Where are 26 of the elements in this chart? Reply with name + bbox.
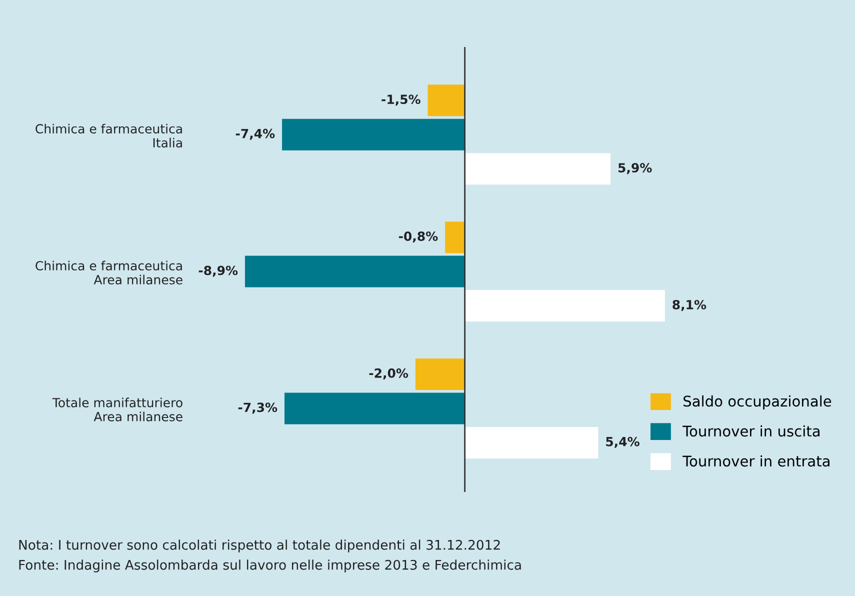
bar [284, 392, 465, 424]
data-label: -2,0% [369, 368, 408, 380]
bar [415, 358, 465, 390]
legend-label: Saldo occupazionale [684, 395, 832, 410]
y-tick-label: Totale manifatturiero Area milanese [52, 398, 182, 422]
data-label: -7,4% [236, 128, 275, 140]
bar [428, 84, 465, 116]
data-label: -7,3% [238, 402, 278, 414]
data-label: 5,9% [618, 163, 652, 174]
bar [464, 290, 665, 322]
data-label: -8,9% [198, 266, 238, 277]
legend-label: Tournover in uscita [682, 425, 820, 437]
y-tick-label: Chimica e farmaceutica Area milanese [36, 260, 182, 284]
bar [282, 118, 465, 150]
source-note: Fonte: Indagine Assolombarda sul lavoro nelle imprese 2013 e Federchimica [19, 560, 521, 572]
bar [464, 153, 611, 185]
data-label: 8,1% [672, 300, 706, 312]
legend-label: Tournover in entrata [682, 455, 830, 467]
data-label: 5,4% [606, 436, 640, 448]
bar [244, 256, 465, 288]
data-label: -0,8% [398, 231, 438, 243]
bar [445, 222, 465, 254]
bar [464, 426, 598, 458]
y-tick-label: Chimica e farmaceutica Italia [36, 124, 182, 148]
text: Nota: I turnover sono calcolati rispetto al totale dipendenti al 31.12.2012 [19, 540, 500, 552]
data-label: -1,5% [382, 94, 420, 106]
